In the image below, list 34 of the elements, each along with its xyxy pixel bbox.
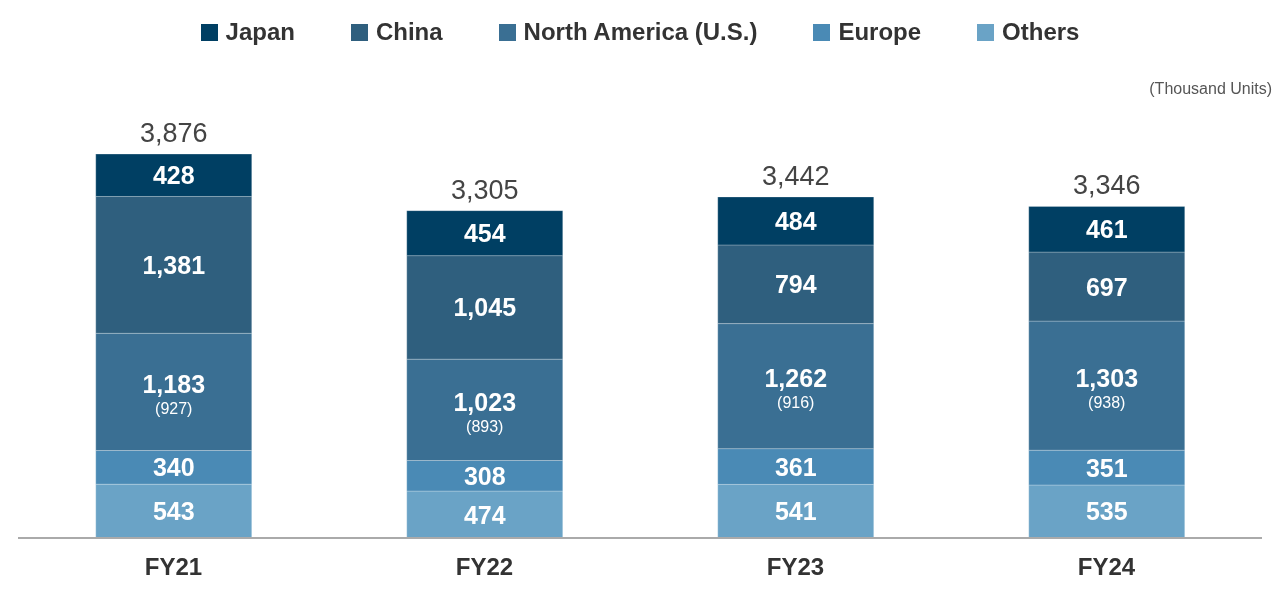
data-label: 1,023 (893) (453, 387, 517, 435)
legend-label: North America (U.S.) (522, 18, 758, 46)
x-tick-label: FY23 (766, 553, 825, 581)
data-label: 461 (1085, 215, 1128, 244)
data-label: 697 (1085, 272, 1128, 301)
legend-label: Europe (837, 18, 922, 46)
data-label: 794 (774, 270, 817, 299)
total-label: 3,442 (761, 160, 830, 191)
data-label: 361 (774, 452, 817, 481)
total-label: 3,346 (1072, 170, 1141, 201)
data-label: 543 (152, 497, 195, 526)
x-tick-label: FY24 (1077, 553, 1136, 581)
data-label: 484 (774, 206, 817, 235)
data-label: 340 (152, 453, 195, 482)
data-label: 454 (463, 219, 506, 248)
legend-label: Japan (224, 18, 295, 46)
data-label: 308 (463, 461, 506, 490)
total-label: 3,876 (139, 118, 208, 149)
legend-label: China (374, 18, 443, 46)
data-label: 474 (463, 500, 506, 529)
text: (Thousand Units) (1149, 80, 1272, 98)
data-label: 1,183 (927) (142, 369, 206, 417)
x-tick-label: FY22 (455, 553, 514, 581)
x-tick-label: FY21 (144, 553, 203, 581)
data-label: 541 (774, 497, 817, 526)
data-label: 535 (1085, 497, 1128, 526)
data-label: 1,303 (938) (1075, 363, 1139, 411)
legend-label: Others (1001, 18, 1080, 46)
data-label: 1,262 (916) (764, 364, 828, 411)
total-label: 3,305 (450, 174, 519, 205)
data-label: 1,381 (142, 250, 206, 279)
data-label: 1,045 (453, 293, 517, 322)
data-label: 428 (152, 161, 195, 190)
data-label: 351 (1085, 453, 1128, 482)
